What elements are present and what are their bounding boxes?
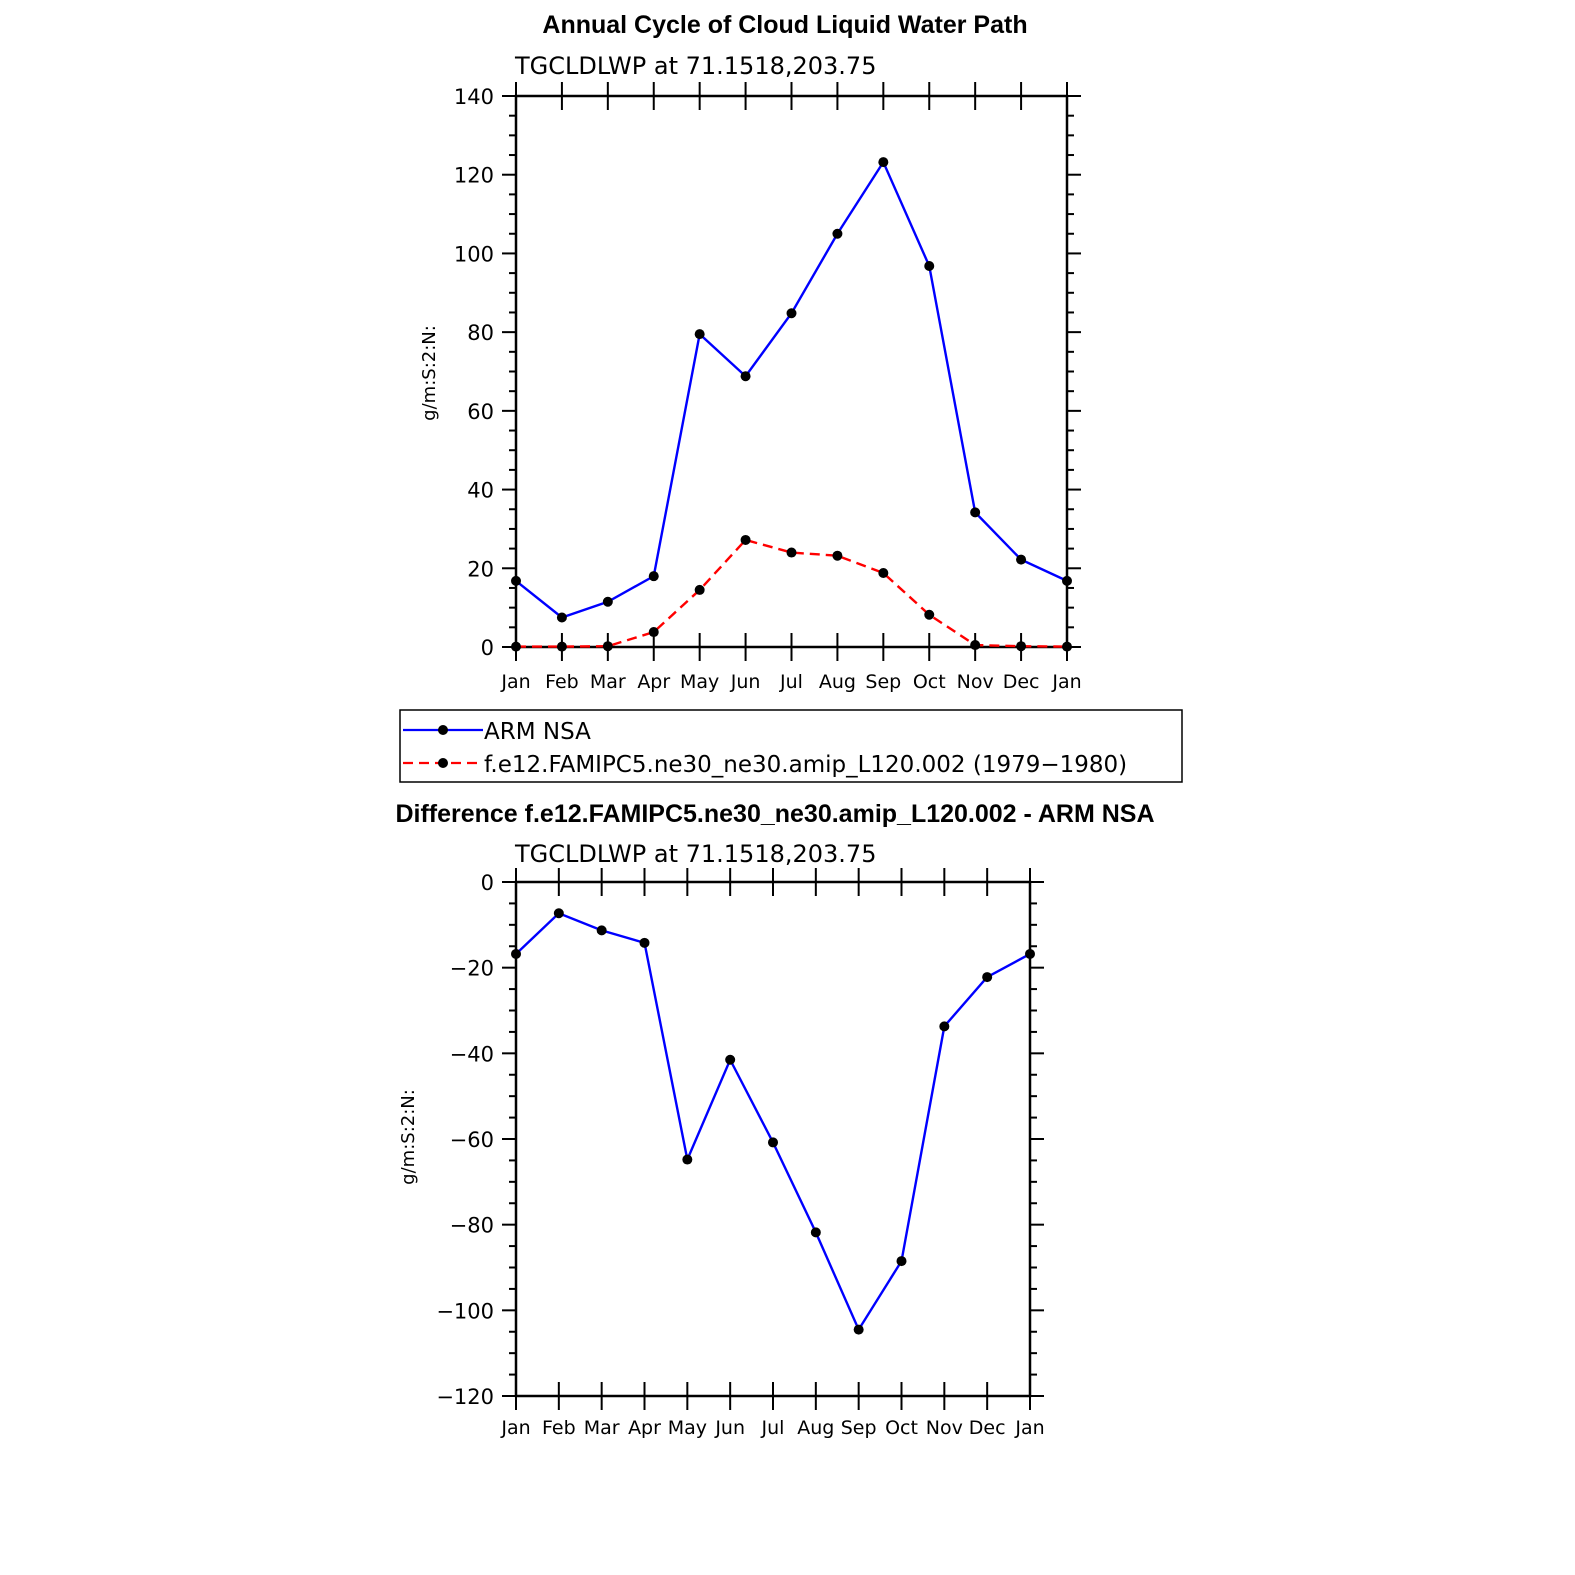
chart2-xtick-label: Jul <box>761 1417 785 1439</box>
legend-entry-model: f.e12.FAMIPC5.ne30_ne30.amip_L120.002 (1… <box>403 752 1127 778</box>
chart1-series-0-point <box>694 329 705 340</box>
chart1-ytick-label: 120 <box>454 164 494 188</box>
chart1-series-0-point <box>740 371 751 382</box>
chart1-xtick-label: Feb <box>545 671 579 693</box>
chart2-series-0-point <box>810 1227 821 1238</box>
chart1-ytick-label: 0 <box>481 636 494 660</box>
chart1-xtick-label: Apr <box>637 671 670 693</box>
chart2-ytick-label: −60 <box>450 1128 494 1152</box>
chart1-series-0-point <box>924 261 935 272</box>
chart2-series-0-point <box>511 948 521 959</box>
chart1-series-1-point <box>832 550 843 561</box>
chart2-xtick-label: Sep <box>841 1417 877 1439</box>
chart1-series-1-point <box>556 641 567 652</box>
chart2-xtick-label: Mar <box>584 1417 620 1439</box>
chart1-series-1-point <box>970 640 981 651</box>
chart1-series-1-point <box>1016 641 1027 652</box>
chart1-ytick-label: 20 <box>467 557 494 581</box>
chart1-series-0-point <box>832 228 843 239</box>
chart2-xtick-label: Feb <box>542 1417 576 1439</box>
legend-marker-arm-nsa <box>438 725 448 735</box>
chart2-ytick-label: −20 <box>450 957 494 981</box>
chart2-series-0-point <box>896 1256 907 1267</box>
chart2-series-0-point <box>682 1154 693 1165</box>
chart2-series-0-point <box>553 908 564 919</box>
chart2-ytick-label: −80 <box>450 1214 494 1238</box>
chart1-ytick-label: 80 <box>467 321 494 345</box>
chart1-xtick-label: Dec <box>1003 671 1040 693</box>
chart2-series-0-point <box>639 937 650 948</box>
chart1-series-0-point <box>786 308 797 319</box>
chart1-ytick-label: 100 <box>454 242 494 266</box>
chart1-xtick-label: Aug <box>819 671 856 693</box>
chart1-series-0-point <box>648 571 659 582</box>
chart1-series-0-point <box>602 596 613 607</box>
chart1-xtick-label: Jan <box>1051 671 1081 693</box>
chart2-xtick-label: Dec <box>969 1417 1006 1439</box>
chart2-title: Difference f.e12.FAMIPC5.ne30_ne30.amip_… <box>395 800 1154 828</box>
chart1-xtick-label: Mar <box>590 671 626 693</box>
chart1-series-1-point <box>1062 641 1072 652</box>
legend-label-arm-nsa: ARM NSA <box>484 719 591 745</box>
chart2-xtick-label: Apr <box>628 1417 661 1439</box>
chart2-plot: 0 −20 −40 −60 −80 −100 −120 Jan Feb Mar Apr May Jun J… <box>436 868 1045 1439</box>
chart2-series-0-point <box>725 1054 736 1065</box>
chart1-series-0-point <box>878 157 889 168</box>
chart1-ytick-label: 40 <box>467 479 494 503</box>
chart1-xtick-label: Jan <box>500 671 530 693</box>
chart2-ytick-label: −120 <box>436 1385 494 1409</box>
chart1-series-0-point <box>1062 575 1072 586</box>
chart1-series-1-point <box>924 609 935 620</box>
chart2-subtitle: TGCLDLWP at 71.1518,203.75 <box>514 840 876 868</box>
chart2-series-0-point <box>939 1021 950 1032</box>
chart1-series-1-point <box>511 641 521 652</box>
chart1-series-1-point <box>740 534 751 545</box>
chart1-title: Annual Cycle of Cloud Liquid Water Path <box>542 11 1027 39</box>
chart1-series-1-point <box>878 568 889 579</box>
chart1-ylabel: g/m:S:2:N: <box>419 325 440 421</box>
chart1-subtitle: TGCLDLWP at 71.1518,203.75 <box>514 52 876 80</box>
chart1-series-0-point <box>970 507 981 518</box>
legend-marker-model <box>438 758 448 768</box>
chart2-xtick-label: May <box>668 1417 707 1439</box>
chart2-series-0-point <box>1025 948 1035 959</box>
chart2-series-0-point <box>768 1137 778 1148</box>
chart2-ylabel: g/m:S:2:N: <box>398 1089 419 1185</box>
chart2-ytick-label: −40 <box>450 1042 494 1066</box>
chart2-series-0-point <box>982 972 993 983</box>
chart1-xtick-label: Jun <box>730 671 761 693</box>
chart2-ytick-label: 0 <box>481 871 494 895</box>
legend-label-model: f.e12.FAMIPC5.ne30_ne30.amip_L120.002 (1… <box>484 752 1127 778</box>
chart2-xtick-label: Jan <box>1014 1417 1044 1439</box>
chart2-xtick-label: Nov <box>926 1417 963 1439</box>
chart1-series-1-point <box>694 584 705 595</box>
chart1-xtick-label: Oct <box>913 671 946 693</box>
chart1-frame <box>514 94 1069 649</box>
legend-box <box>399 709 1183 783</box>
chart1-series-0-point <box>511 575 521 586</box>
chart2-series-line-0 <box>515 911 1031 1333</box>
chart1-plot: 0 20 40 60 80 100 120 140 Jan Feb Mar Apr May Jun Jul A… <box>454 82 1082 693</box>
chart1-ytick-label: 60 <box>467 400 494 424</box>
chart1-xtick-label: Sep <box>865 671 901 693</box>
chart1-ytick-label: 140 <box>454 85 494 109</box>
chart2-xtick-label: Aug <box>797 1417 834 1439</box>
chart1-xtick-label: Nov <box>957 671 994 693</box>
chart1-legend: ARM NSA f.e12.FAMIPC5.ne30_ne30.amip_L12… <box>399 709 1183 783</box>
chart1-series-1-point <box>602 641 613 652</box>
chart1-xtick-label: May <box>680 671 719 693</box>
chart1-series-0-point <box>556 612 567 623</box>
legend-entry-arm-nsa: ARM NSA <box>403 719 591 745</box>
chart2-ytick-label: −100 <box>436 1299 494 1323</box>
chart1-series-1-point <box>786 547 797 558</box>
chart1-series-1-point <box>648 627 659 638</box>
chart2-series-0-point <box>853 1324 864 1335</box>
chart2-xtick-label: Oct <box>885 1417 918 1439</box>
chart1-series-0-point <box>1016 554 1027 565</box>
chart1-xtick-label: Jul <box>779 671 803 693</box>
chart2-series-0-point <box>596 925 607 936</box>
chart2-xtick-label: Jan <box>500 1417 530 1439</box>
chart2-xtick-label: Jun <box>714 1417 745 1439</box>
